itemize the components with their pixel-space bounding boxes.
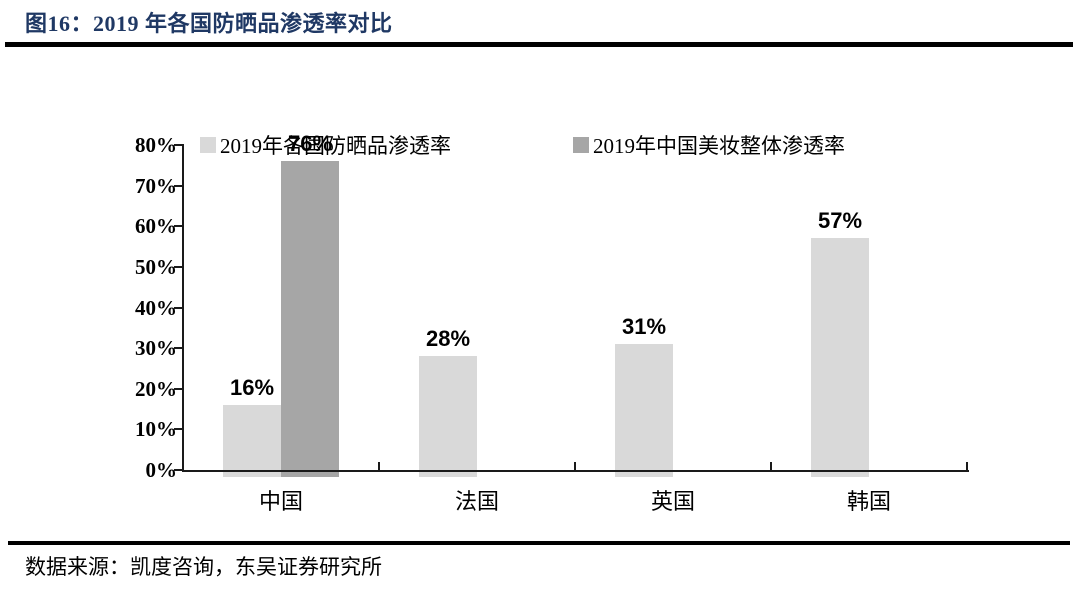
y-axis-tick [174, 428, 183, 431]
bar [419, 356, 477, 477]
x-axis [182, 470, 969, 472]
y-tick-label: 50% [135, 254, 177, 279]
x-axis-tick [966, 462, 968, 470]
legend-item: 2019年各国防晒品渗透率 [200, 133, 451, 158]
legend-item: 2019年中国美妆整体渗透率 [573, 133, 845, 158]
bar [615, 344, 673, 477]
figure-title: 图16：2019 年各国防晒品渗透率对比 [25, 11, 393, 36]
bar-value-label: 16% [229, 375, 275, 400]
bar-value-label: 57% [817, 208, 863, 234]
y-tick-label: 20% [135, 376, 177, 401]
y-axis-tick [174, 306, 183, 309]
y-axis-tick [174, 387, 183, 390]
bar-value-label: 31% [621, 314, 667, 340]
y-tick-label: 30% [135, 336, 177, 361]
category-label: 韩国 [846, 489, 891, 514]
x-axis-tick [378, 462, 380, 470]
bar-value-label: 76% [287, 131, 333, 157]
y-tick-label: 80% [135, 133, 177, 157]
x-axis-tick [574, 462, 576, 470]
y-axis-tick [174, 347, 183, 350]
y-axis-tick [174, 265, 183, 268]
legend-label: 2019年中国美妆整体渗透率 [593, 134, 845, 158]
legend-swatch-icon [200, 137, 216, 153]
legend-label: 2019年各国防晒品渗透率 [220, 134, 451, 158]
y-axis-tick [174, 469, 183, 471]
bar [281, 161, 339, 477]
y-tick-label: 60% [135, 214, 177, 239]
x-axis-tick [770, 462, 772, 470]
source-note: 数据来源：凯度咨询，东吴证券研究所 [25, 555, 382, 579]
bottom-divider [8, 541, 1070, 545]
y-axis [182, 144, 184, 472]
bar-chart: 2019年各国防晒品渗透率 2019年中国美妆整体渗透率 0% 10% 20% 30% 40… [0, 50, 1078, 540]
y-tick-label: 70% [135, 173, 177, 198]
category-label: 中国 [258, 489, 303, 514]
bar-value-label: 28% [425, 326, 471, 352]
y-tick-label: 10% [135, 417, 177, 442]
bar [811, 238, 869, 477]
legend-swatch-icon [573, 137, 589, 153]
y-tick-label: 40% [135, 295, 177, 320]
category-label: 法国 [454, 489, 499, 514]
bar [223, 405, 281, 477]
y-tick-label: 0% [145, 458, 178, 482]
category-label: 英国 [650, 489, 695, 514]
y-axis-tick [174, 225, 183, 228]
y-axis-tick [174, 184, 183, 187]
top-divider [5, 42, 1073, 47]
y-axis-tick [174, 144, 183, 146]
